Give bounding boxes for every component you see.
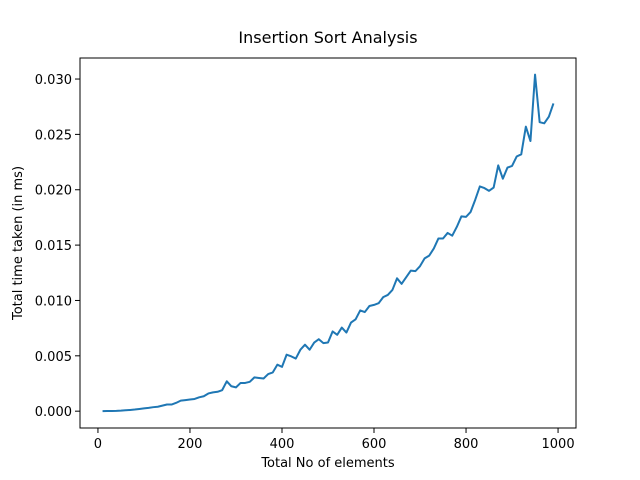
y-axis-label: Total time taken (in ms) <box>11 166 26 321</box>
x-tick-label: 200 <box>178 437 203 452</box>
y-tick-label: 0.000 <box>35 405 72 420</box>
x-axis-label: Total No of elements <box>260 456 395 471</box>
x-tick-label: 0 <box>94 437 102 452</box>
chart-title: Insertion Sort Analysis <box>238 28 417 47</box>
y-tick-label: 0.020 <box>35 184 72 199</box>
x-tick-label: 1000 <box>542 437 575 452</box>
y-tick-label: 0.030 <box>35 73 72 88</box>
x-tick-label: 600 <box>362 437 387 452</box>
y-tick-label: 0.005 <box>35 350 72 365</box>
x-tick-label: 800 <box>454 437 479 452</box>
y-tick-label: 0.025 <box>35 128 72 143</box>
x-tick-label: 400 <box>270 437 295 452</box>
y-tick-label: 0.010 <box>35 294 72 309</box>
data-line <box>102 73 555 413</box>
y-tick-label: 0.015 <box>35 239 72 254</box>
axes-frame <box>79 57 577 429</box>
